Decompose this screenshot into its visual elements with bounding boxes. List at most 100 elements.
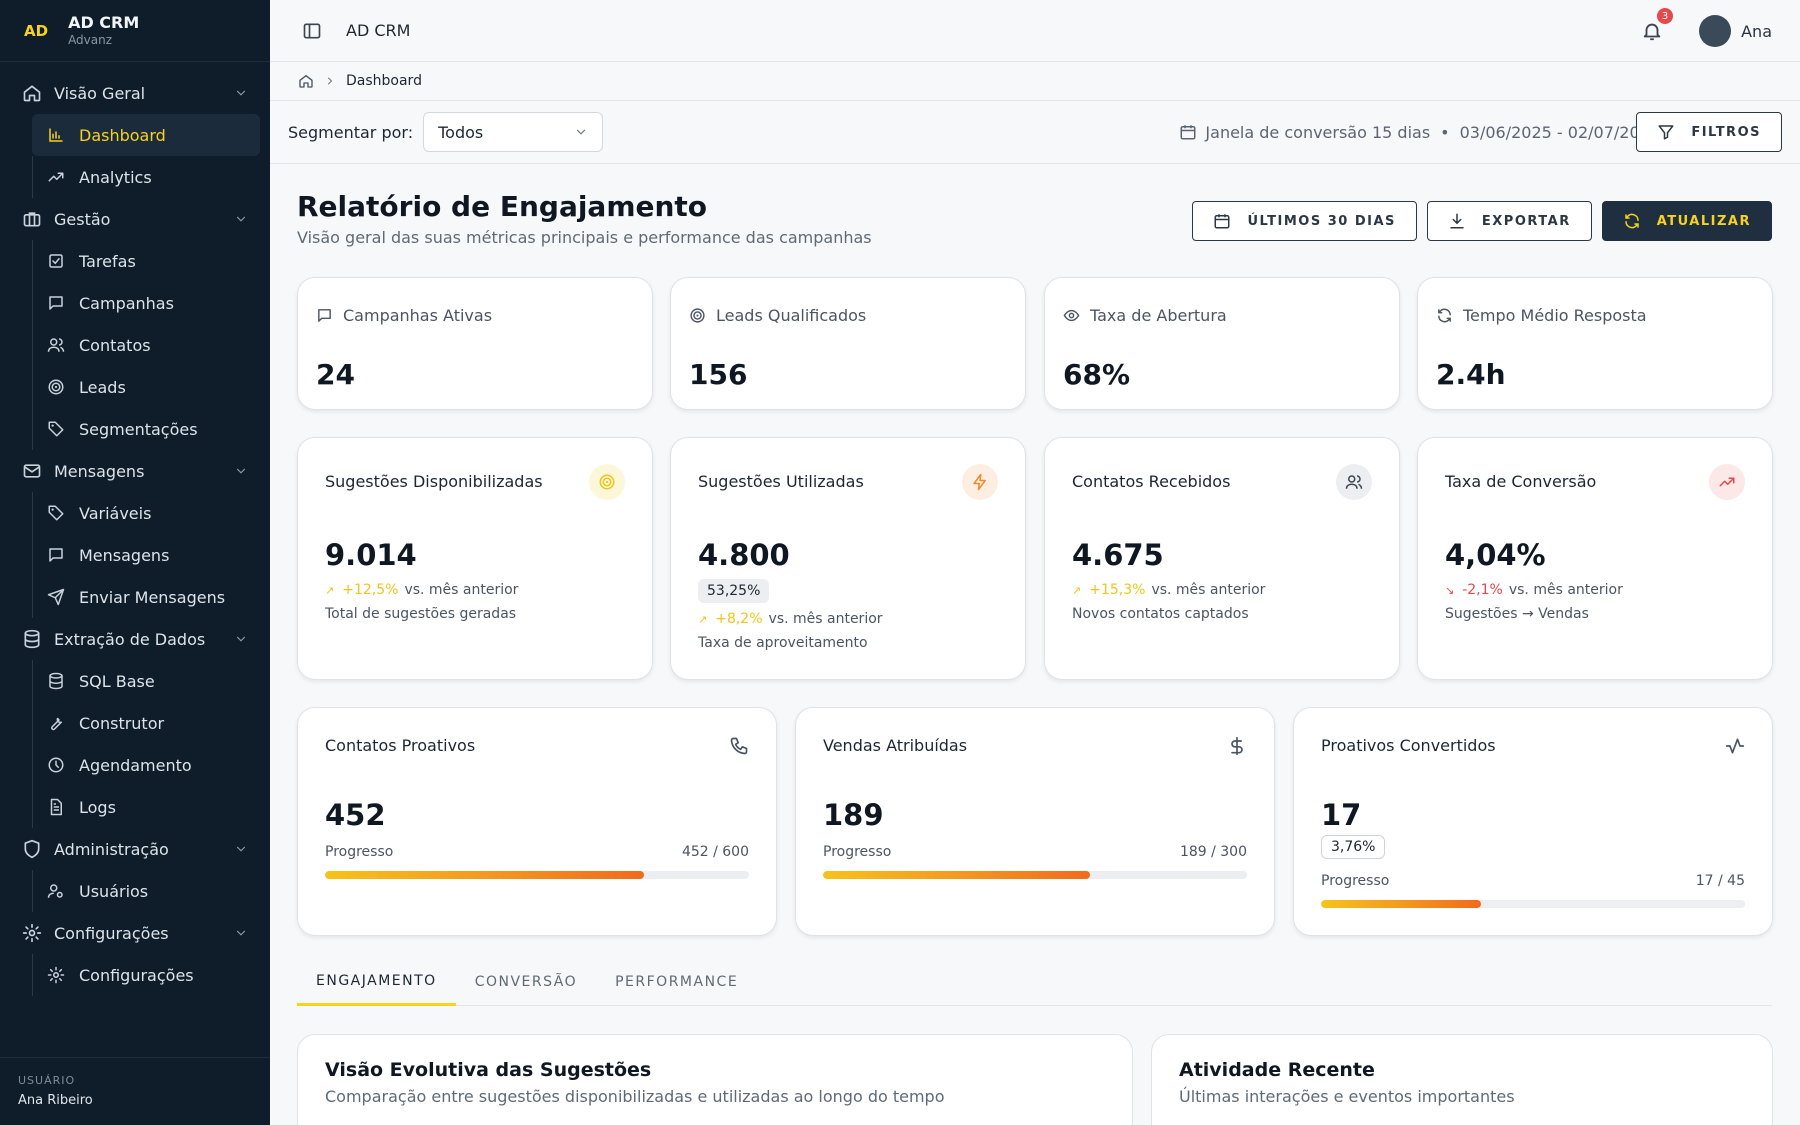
sidebar-item-agendamento[interactable]: Agendamento	[32, 744, 270, 786]
notifications-button[interactable]: 3	[1641, 8, 1674, 42]
metric-badge	[1336, 464, 1372, 500]
sidebar-item-sql-base[interactable]: SQL Base	[32, 660, 270, 702]
target-icon	[47, 378, 65, 396]
export-button[interactable]: EXPORTAR	[1426, 201, 1592, 241]
nav-group-administracao[interactable]: Administração	[0, 828, 270, 870]
briefcase-icon	[22, 209, 42, 229]
metric-value: 9.014	[325, 538, 417, 572]
period-button[interactable]: ÚLTIMOS 30 DIAS	[1192, 201, 1417, 241]
sidebar-item-label: SQL Base	[79, 671, 155, 691]
nav-group-visao-geral[interactable]: Visão Geral	[0, 72, 270, 114]
conversion-window: Janela de conversão 15 dias • 03/06/2025…	[1179, 123, 1660, 142]
home-icon[interactable]	[298, 73, 314, 89]
kpi-label: Campanhas Ativas	[343, 306, 493, 325]
trending-up-icon	[1718, 473, 1736, 491]
nav-group-label: Gestão	[54, 209, 111, 229]
tab-performance[interactable]: PERFORMANCE	[615, 974, 739, 990]
evolution-card: Visão Evolutiva das Sugestões Comparação…	[297, 1034, 1133, 1125]
sidebar-item-segmentacoes[interactable]: Segmentações	[32, 408, 270, 450]
sidebar-item-construtor[interactable]: Construtor	[32, 702, 270, 744]
sidebar-item-mensagens[interactable]: Mensagens	[32, 534, 270, 576]
chevron-down-icon	[574, 125, 588, 139]
progress-label: Progresso	[823, 844, 892, 860]
sidebar-item-label: Logs	[79, 797, 116, 817]
tab-conversao[interactable]: CONVERSÃO	[474, 974, 578, 990]
breadcrumb-current: Dashboard	[346, 73, 422, 89]
chevron-down-icon	[234, 842, 248, 856]
kpi-card-campanhas: Campanhas Ativas 24	[297, 277, 653, 410]
calendar-icon	[1179, 123, 1197, 141]
sidebar-item-label: Segmentações	[79, 419, 198, 439]
sidebar-item-variaveis[interactable]: Variáveis	[32, 492, 270, 534]
sidebar-item-enviar-mensagens[interactable]: Enviar Mensagens	[32, 576, 270, 618]
metric-change-value: +8,2%	[715, 611, 763, 627]
kpi-value: 2.4h	[1436, 358, 1506, 391]
mail-icon	[22, 461, 42, 481]
sidebar-toggle-icon[interactable]	[302, 21, 322, 41]
separator: •	[1440, 122, 1450, 142]
kpi-card-abertura: Taxa de Abertura 68%	[1044, 277, 1400, 410]
sidebar-item-label: Leads	[79, 377, 126, 397]
metric-note: Novos contatos captados	[1072, 606, 1249, 622]
sidebar-item-leads[interactable]: Leads	[32, 366, 270, 408]
metric-card-taxa-conversao: Taxa de Conversão 4,04% ↘ -2,1% vs. mês …	[1417, 437, 1773, 680]
sidebar-item-label: Construtor	[79, 713, 165, 733]
report-tabs: ENGAJAMENTO CONVERSÃO PERFORMANCE	[297, 958, 1772, 1006]
evolution-subtitle: Comparação entre sugestões disponibiliza…	[325, 1087, 945, 1106]
checkbox-icon	[47, 252, 65, 270]
progress-title: Proativos Convertidos	[1321, 736, 1496, 755]
nav-group-configuracoes[interactable]: Configurações	[0, 912, 270, 954]
phone-icon	[729, 736, 749, 756]
nav-group-gestao[interactable]: Gestão	[0, 198, 270, 240]
tab-engajamento[interactable]: ENGAJAMENTO	[297, 958, 456, 1006]
sidebar-item-usuarios[interactable]: Usuários	[32, 870, 270, 912]
sidebar-item-label: Dashboard	[79, 125, 166, 145]
metric-badge	[962, 464, 998, 500]
user-full-name: Ana Ribeiro	[18, 1093, 93, 1108]
user-menu[interactable]: Ana	[1741, 21, 1772, 41]
filters-button-label: FILTROS	[1691, 124, 1761, 140]
database-icon	[47, 672, 65, 690]
sidebar-item-logs[interactable]: Logs	[32, 786, 270, 828]
sidebar-user[interactable]: USUÁRIO Ana Ribeiro	[0, 1057, 270, 1125]
metric-change-value: -2,1%	[1462, 582, 1503, 598]
page-subtitle: Visão geral das suas métricas principais…	[297, 228, 872, 247]
progress-label: Progresso	[1321, 873, 1390, 889]
nav-group-label: Configurações	[54, 923, 169, 943]
filter-bar: Segmentar por: Todos Janela de conversão…	[270, 100, 1800, 164]
sidebar-item-label: Campanhas	[79, 293, 174, 313]
segment-value: Todos	[438, 122, 484, 142]
sidebar-item-configuracoes[interactable]: Configurações	[32, 954, 270, 996]
target-icon	[598, 473, 616, 491]
sidebar-item-campanhas[interactable]: Campanhas	[32, 282, 270, 324]
nav-group-mensagens[interactable]: Mensagens	[0, 450, 270, 492]
filters-button[interactable]: FILTROS	[1636, 112, 1782, 152]
chevron-down-icon	[234, 926, 248, 940]
refresh-button[interactable]: ATUALIZAR	[1601, 201, 1772, 241]
sidebar-item-contatos[interactable]: Contatos	[32, 324, 270, 366]
metric-rate-pill: 53,25%	[698, 579, 770, 603]
metric-title: Sugestões Utilizadas	[698, 472, 864, 491]
progress-value: 189	[823, 798, 884, 832]
refresh-icon	[1623, 212, 1641, 230]
sidebar-item-tarefas[interactable]: Tarefas	[32, 240, 270, 282]
activity-title: Atividade Recente	[1179, 1059, 1375, 1081]
nav-group-label: Mensagens	[54, 461, 145, 481]
progress-bar	[1321, 900, 1745, 908]
wrench-icon	[47, 714, 65, 732]
segment-select[interactable]: Todos	[423, 112, 604, 152]
dollar-icon	[1227, 736, 1247, 756]
message-square-icon	[47, 294, 65, 312]
home-icon	[22, 83, 42, 103]
metric-change-value: +12,5%	[342, 582, 399, 598]
nav-group-extracao[interactable]: Extração de Dados	[0, 618, 270, 660]
metric-value: 4.675	[1072, 538, 1164, 572]
sidebar-item-label: Usuários	[79, 881, 149, 901]
avatar[interactable]	[1699, 15, 1732, 47]
sidebar-item-label: Variáveis	[79, 503, 152, 523]
sidebar-item-analytics[interactable]: Analytics	[32, 156, 270, 198]
users-icon	[1345, 473, 1363, 491]
sidebar-item-dashboard[interactable]: Dashboard	[32, 114, 260, 156]
kpi-card-tempo: Tempo Médio Resposta 2.4h	[1417, 277, 1773, 410]
brand[interactable]: AD AD CRM Advanz	[0, 0, 270, 62]
